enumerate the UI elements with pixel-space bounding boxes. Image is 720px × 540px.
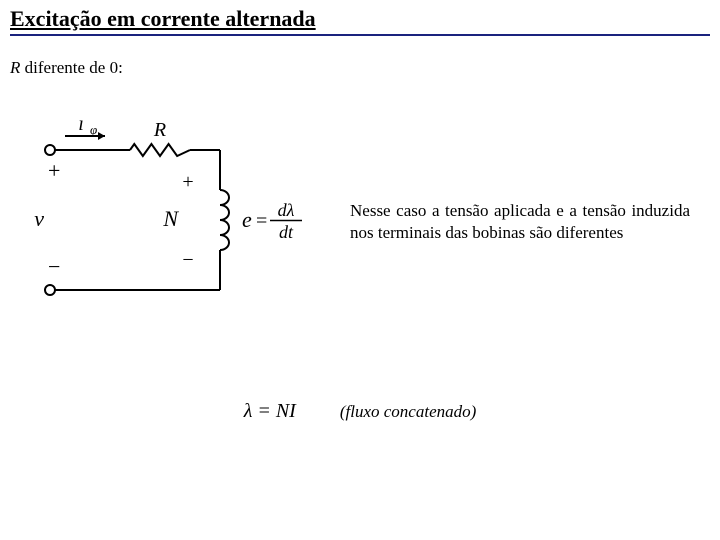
equation-line: λ = NI (fluxo concatenado) bbox=[0, 400, 720, 423]
circuit-diagram: iφR+−v+−Ne = dλdt bbox=[30, 120, 350, 320]
subtitle: R diferente de 0: bbox=[10, 58, 123, 78]
svg-text:v: v bbox=[34, 206, 44, 231]
svg-text:dλ: dλ bbox=[278, 200, 295, 220]
svg-text:−: − bbox=[48, 254, 60, 279]
subtitle-rest: diferente de 0: bbox=[20, 58, 122, 77]
slide-title: Excitação em corrente alternada bbox=[10, 6, 316, 32]
slide: Excitação em corrente alternada R difere… bbox=[0, 0, 720, 540]
svg-text:N: N bbox=[162, 206, 179, 231]
subtitle-var: R bbox=[10, 58, 20, 77]
svg-text:+: + bbox=[48, 158, 60, 183]
svg-text:e: e bbox=[242, 207, 252, 232]
svg-text:+: + bbox=[182, 171, 193, 193]
svg-text:dt: dt bbox=[279, 222, 294, 242]
title-rule bbox=[10, 34, 710, 36]
svg-text:=: = bbox=[256, 210, 267, 232]
svg-text:−: − bbox=[182, 249, 193, 271]
svg-text:R: R bbox=[153, 120, 166, 141]
equation: λ = NI bbox=[244, 400, 296, 423]
body-paragraph: Nesse caso a tensão aplicada e a tensão … bbox=[350, 200, 690, 244]
svg-text:φ: φ bbox=[90, 122, 97, 137]
equation-caption: (fluxo concatenado) bbox=[340, 402, 476, 422]
svg-text:i: i bbox=[78, 120, 84, 135]
